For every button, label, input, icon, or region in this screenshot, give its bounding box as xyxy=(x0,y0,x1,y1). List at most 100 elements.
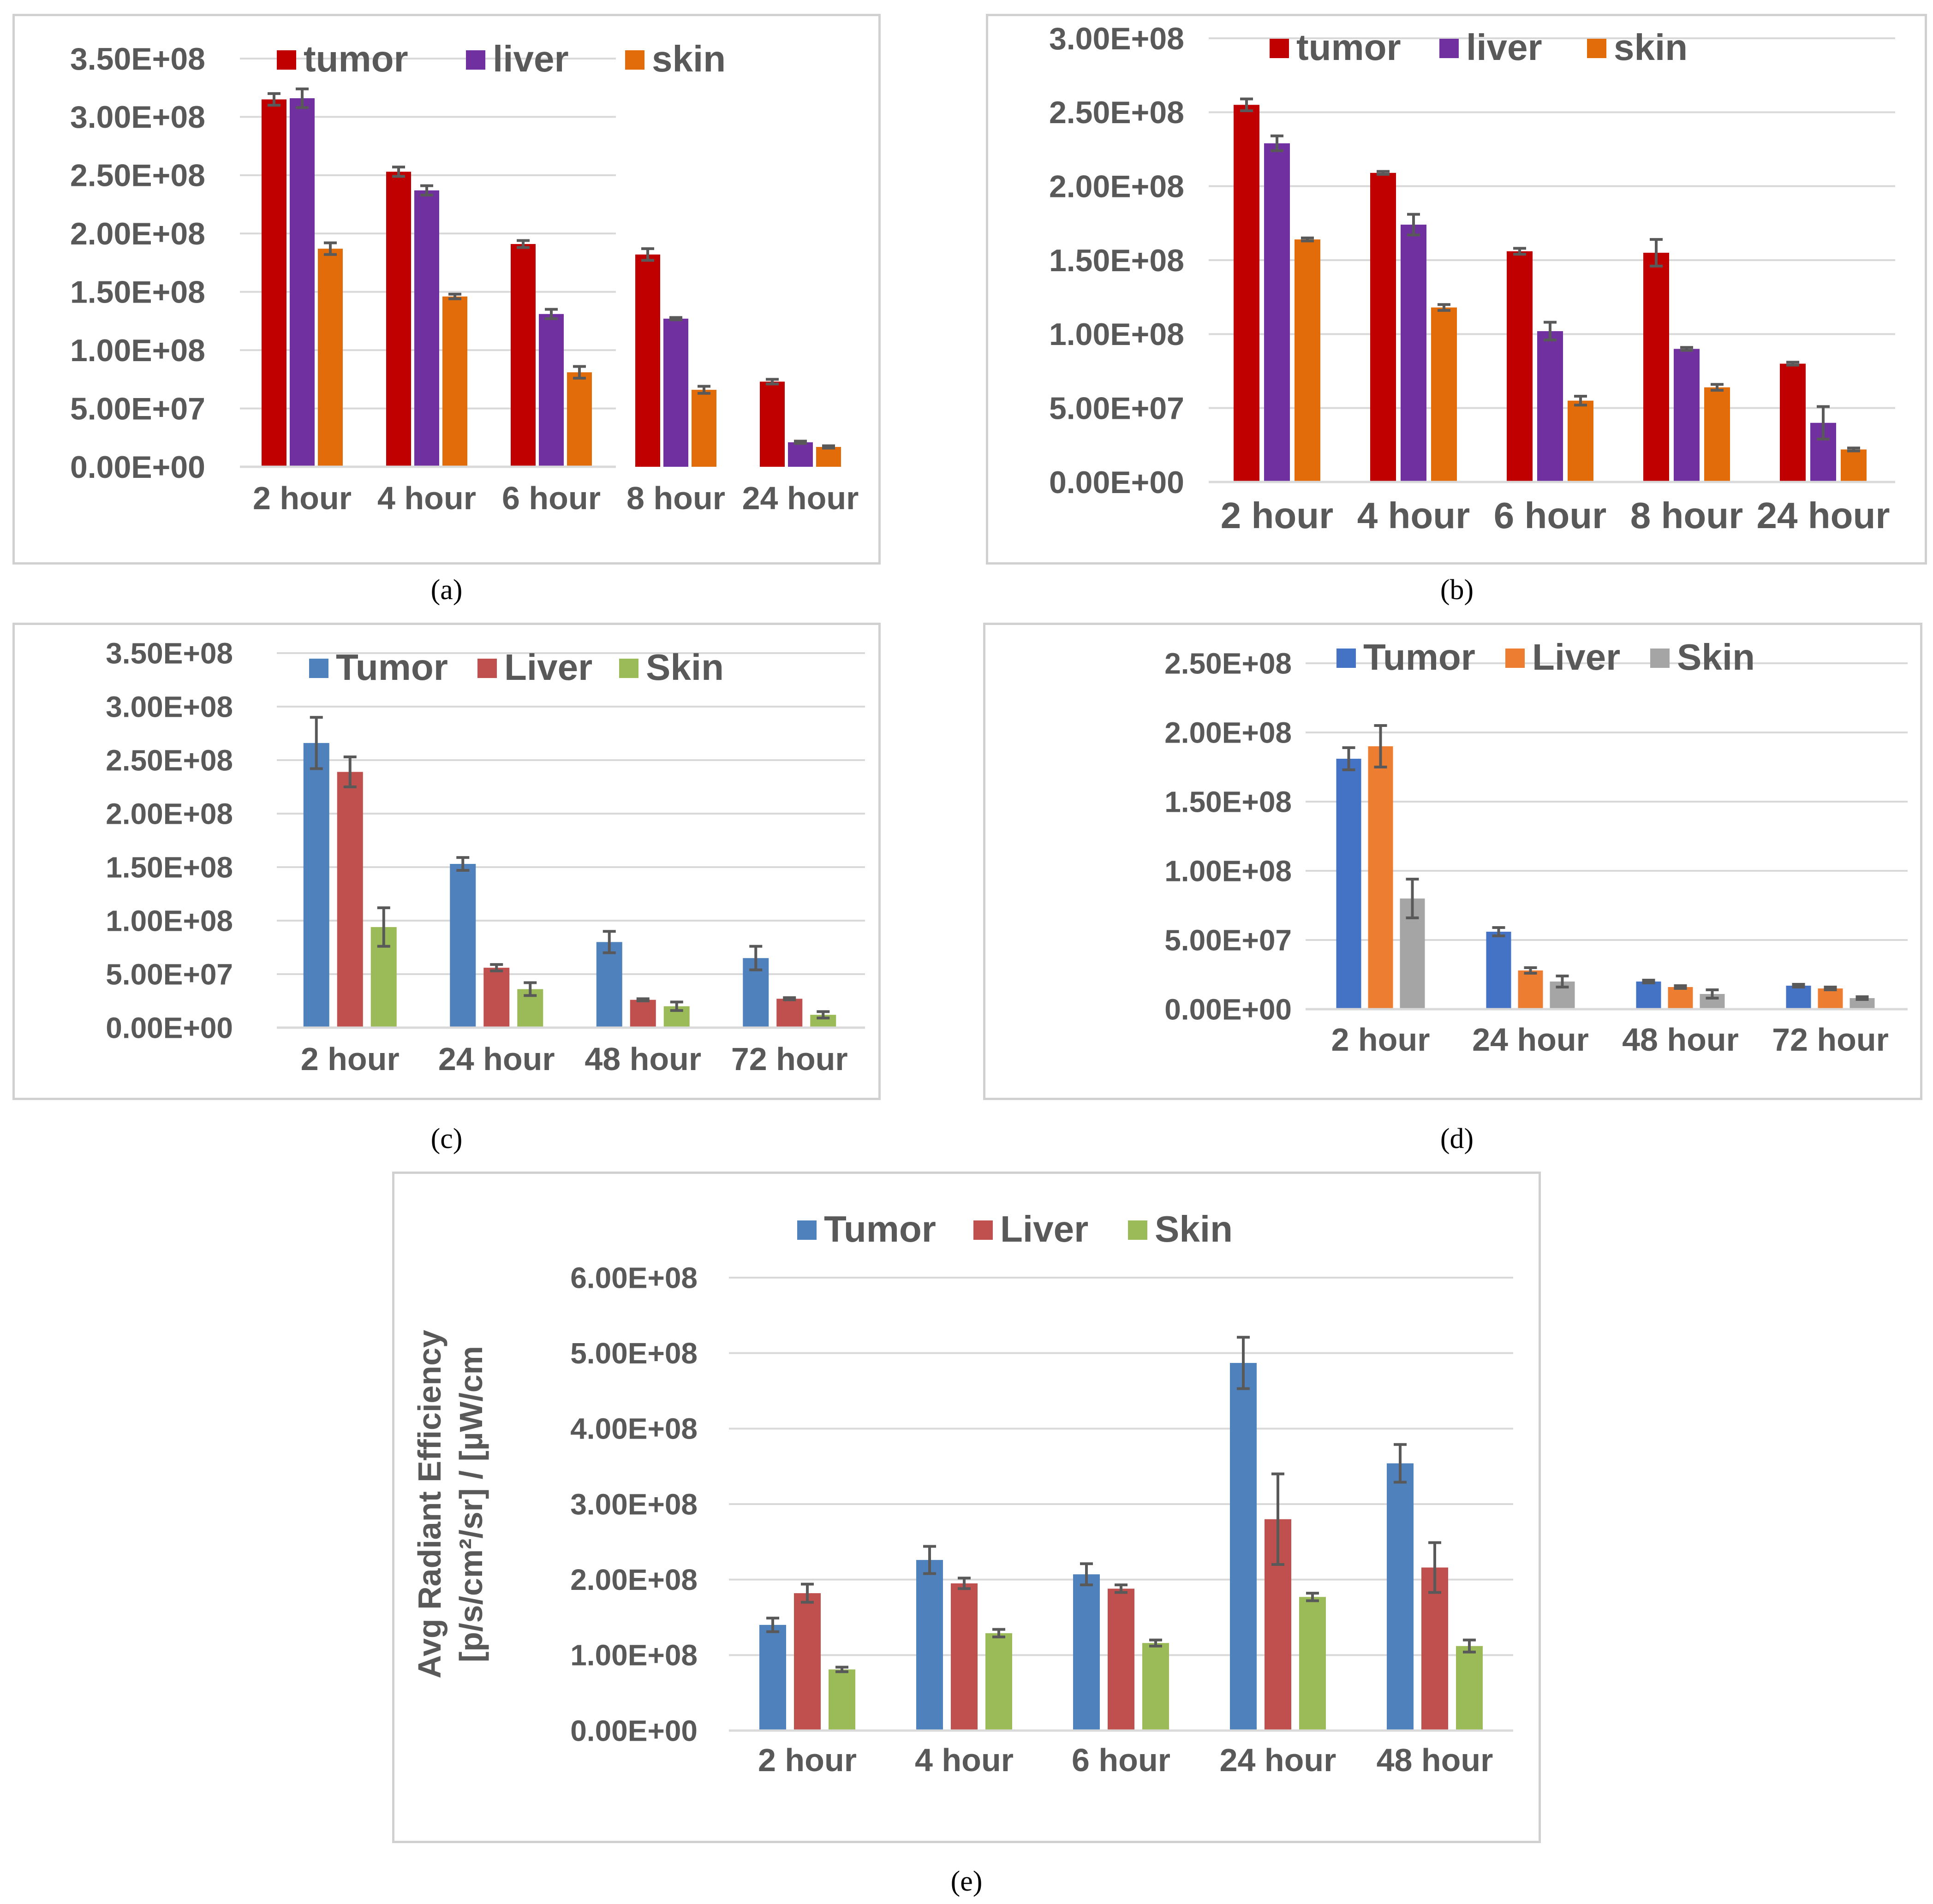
chart-b-category-label-24-hour: 24 hour xyxy=(1757,495,1890,536)
chart-c-category-label-24-hour: 24 hour xyxy=(438,1041,555,1077)
chart-a-bar-tumor-24-hour xyxy=(760,381,785,467)
chart-c-category-label-2-hour: 2 hour xyxy=(301,1041,400,1077)
chart-a-bar-skin-2-hour xyxy=(318,249,343,467)
chart-a-legend-swatch-tumor xyxy=(277,50,296,70)
chart-e-ytick-6: 6.00E+08 xyxy=(570,1261,698,1294)
chart-b-errorbar-liver-4-hour xyxy=(1407,213,1420,237)
chart-c-legend-label-tumor: Tumor xyxy=(336,647,448,688)
chart-e-errorbar-skin-2-hour xyxy=(835,1666,848,1673)
caption-e: (e) xyxy=(950,1866,983,1897)
chart-e-ytick-5: 5.00E+08 xyxy=(570,1337,698,1370)
chart-e-category-label-24-hour: 24 hour xyxy=(1220,1742,1336,1778)
chart-b-bar-tumor-6-hour xyxy=(1507,251,1533,482)
chart-d-ytick-2: 1.00E+08 xyxy=(1164,854,1292,887)
chart-a-ytick-4: 2.00E+08 xyxy=(70,216,205,251)
chart-b-ytick-0: 0.00E+00 xyxy=(1049,465,1184,500)
chart-c-errorbar-liver-2-hour xyxy=(343,756,357,788)
chart-c-bar-liver-2-hour xyxy=(337,772,363,1028)
chart-d-bar-tumor-72-hour xyxy=(1786,986,1811,1009)
chart-c-bar-tumor-48-hour xyxy=(596,942,622,1028)
chart-a-ytick-3: 1.50E+08 xyxy=(70,275,205,310)
chart-b-bar-tumor-8-hour xyxy=(1643,252,1669,482)
chart-e-bar-tumor-2-hour xyxy=(759,1624,786,1731)
chart-e-errorbar-tumor-48-hour xyxy=(1394,1443,1407,1484)
chart-c-legend-label-liver: Liver xyxy=(504,647,592,688)
chart-e-errorbar-skin-48-hour xyxy=(1463,1638,1476,1654)
chart-d-ytick-4: 2.00E+08 xyxy=(1164,716,1292,749)
chart-a-bar-tumor-4-hour xyxy=(386,172,411,467)
chart-d-legend-swatch-liver xyxy=(1505,649,1525,668)
chart-panel-b: 0.00E+00 5.00E+07 1.00E+08 1.50E+08 2.00E+08… xyxy=(986,14,1927,565)
chart-c-legend-swatch-tumor xyxy=(309,659,328,678)
chart-a-bar-skin-24-hour xyxy=(816,447,841,467)
chart-a-bar-tumor-2-hour xyxy=(262,99,286,467)
chart-d-bar-tumor-48-hour xyxy=(1636,982,1661,1009)
chart-d-bar-tumor-2-hour xyxy=(1336,759,1361,1009)
chart-a-category-label-6-hour: 6 hour xyxy=(502,480,601,516)
chart-c-category-label-48-hour: 48 hour xyxy=(585,1041,701,1077)
chart-a-errorbar-tumor-8-hour xyxy=(641,247,654,262)
chart-a-bar-liver-8-hour xyxy=(663,318,688,467)
chart-e-errorbar-liver-2-hour xyxy=(801,1583,814,1604)
chart-d-legend-swatch-tumor xyxy=(1336,649,1356,668)
chart-a-bar-skin-8-hour xyxy=(692,390,716,467)
chart-b-bar-liver-6-hour xyxy=(1537,331,1563,482)
chart-b-category-label-2-hour: 2 hour xyxy=(1221,495,1333,536)
chart-panel-c: 0.00E+00 5.00E+07 1.00E+08 1.50E+08 2.00E+08… xyxy=(12,623,881,1100)
chart-a-errorbar-liver-24-hour xyxy=(794,440,807,445)
chart-c-ytick-3: 1.50E+08 xyxy=(106,851,233,884)
chart-d-ytick-0: 0.00E+00 xyxy=(1164,993,1292,1026)
chart-b-errorbar-tumor-4-hour xyxy=(1377,170,1390,176)
chart-d-bar-liver-2-hour xyxy=(1368,746,1393,1009)
chart-c-ytick-2: 1.00E+08 xyxy=(106,904,233,937)
chart-a-svg: 0.00E+00 5.00E+07 1.00E+08 1.50E+08 2.00E+08… xyxy=(70,38,859,516)
chart-a-legend-label-tumor: tumor xyxy=(304,38,408,79)
chart-e-errorbar-tumor-6-hour xyxy=(1080,1562,1093,1587)
chart-b-ytick-4: 2.00E+08 xyxy=(1049,169,1184,204)
chart-e-category-label-2-hour: 2 hour xyxy=(758,1742,857,1778)
chart-b-category-label-4-hour: 4 hour xyxy=(1357,495,1470,536)
chart-b-errorbar-tumor-8-hour xyxy=(1650,238,1663,268)
chart-d-errorbar-liver-48-hour xyxy=(1674,984,1687,990)
caption-c: (c) xyxy=(430,1123,463,1154)
chart-panel-e: 0.00E+00 1.00E+08 2.00E+08 3.00E+08 4.00E+08… xyxy=(392,1172,1541,1843)
chart-c-ytick-5: 2.50E+08 xyxy=(106,744,233,777)
chart-a-errorbar-skin-6-hour xyxy=(573,365,586,380)
chart-a-bar-liver-4-hour xyxy=(414,190,439,467)
chart-a-errorbar-skin-8-hour xyxy=(698,385,710,395)
chart-b-bar-liver-8-hour xyxy=(1674,349,1700,482)
chart-b-errorbar-skin-2-hour xyxy=(1301,236,1314,243)
chart-a-ytick-2: 1.00E+08 xyxy=(70,333,205,368)
chart-d-ytick-5: 2.50E+08 xyxy=(1164,647,1292,680)
chart-a-bar-liver-2-hour xyxy=(290,98,315,467)
chart-c-bar-liver-48-hour xyxy=(630,1000,656,1028)
chart-c-errorbar-tumor-72-hour xyxy=(749,945,763,971)
chart-b-legend-swatch-tumor xyxy=(1270,39,1289,58)
chart-b-ytick-1: 5.00E+07 xyxy=(1049,391,1184,426)
chart-b-category-label-6-hour: 6 hour xyxy=(1494,495,1606,536)
chart-a-category-label-4-hour: 4 hour xyxy=(377,480,476,516)
chart-e-errorbar-tumor-24-hour xyxy=(1237,1336,1250,1390)
chart-c-ytick-1: 5.00E+07 xyxy=(106,958,233,991)
chart-b-bar-tumor-24-hour xyxy=(1780,363,1806,482)
chart-e-ytick-2: 2.00E+08 xyxy=(570,1563,698,1596)
chart-d-errorbar-tumor-48-hour xyxy=(1642,979,1655,984)
chart-e-legend-swatch-skin xyxy=(1128,1220,1147,1240)
chart-e-legend-label-liver: Liver xyxy=(1000,1208,1088,1250)
chart-e-errorbar-liver-6-hour xyxy=(1115,1583,1128,1594)
chart-c-legend-label-skin: Skin xyxy=(646,647,724,688)
chart-e-bar-skin-24-hour xyxy=(1299,1597,1326,1731)
chart-d-category-label-2-hour: 2 hour xyxy=(1331,1022,1430,1058)
chart-e-ytick-4: 4.00E+08 xyxy=(570,1412,698,1446)
chart-a-bar-liver-6-hour xyxy=(539,314,564,467)
chart-d-errorbar-tumor-72-hour xyxy=(1792,983,1805,988)
chart-a-legend-label-liver: liver xyxy=(493,38,569,79)
chart-a-category-label-24-hour: 24 hour xyxy=(742,480,859,516)
chart-e-bar-skin-6-hour xyxy=(1142,1643,1169,1731)
chart-b-errorbar-tumor-2-hour xyxy=(1240,97,1253,113)
chart-c-bar-tumor-24-hour xyxy=(450,864,476,1028)
chart-e-bar-skin-48-hour xyxy=(1456,1646,1483,1731)
chart-b-errorbar-skin-8-hour xyxy=(1711,383,1724,392)
chart-c-bar-tumor-2-hour xyxy=(303,743,329,1028)
chart-b-ytick-2: 1.00E+08 xyxy=(1049,317,1184,352)
